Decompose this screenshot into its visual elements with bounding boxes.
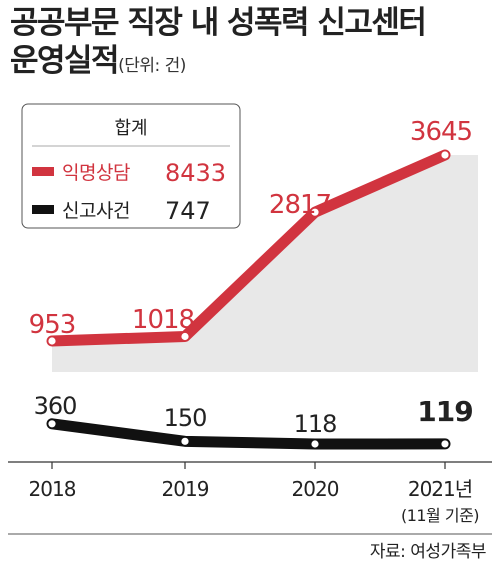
x-tick-label-0: 2018 xyxy=(29,477,76,501)
data-point-anonymous-0 xyxy=(48,337,56,345)
data-label-report-2: 118 xyxy=(294,410,337,438)
x-axis: 2018 2019 2020 2021년 xyxy=(8,461,492,535)
series-line-report xyxy=(46,418,451,450)
data-point-anonymous-1 xyxy=(181,332,189,341)
unit-note: (단위: 건) xyxy=(118,56,186,76)
data-point-report-1 xyxy=(181,437,189,445)
x-tick-label-1: 2019 xyxy=(162,477,209,501)
data-point-report-3 xyxy=(441,440,449,448)
legend-box xyxy=(21,103,241,229)
series-line-anonymous xyxy=(46,149,451,347)
series-points xyxy=(48,151,449,448)
data-point-report-2 xyxy=(311,440,319,448)
source-note: 자료: 여성가족부 xyxy=(369,542,487,562)
legend-label-anonymous: 익명상담 xyxy=(62,162,130,184)
legend: 합계 익명상담 8433 신고사건 747 xyxy=(21,103,241,229)
data-label-report-0: 360 xyxy=(34,392,77,420)
legend-total-report: 747 xyxy=(165,197,211,225)
legend-label-report: 신고사건 xyxy=(62,200,130,222)
data-point-report-0 xyxy=(48,420,56,428)
data-label-anonymous-3: 3645 xyxy=(410,117,472,147)
data-point-anonymous-3 xyxy=(441,151,449,159)
series-lines xyxy=(46,149,451,450)
legend-title: 합계 xyxy=(114,118,147,139)
data-labels: 953 1018 2817 3645 360 150 118 119 xyxy=(29,117,474,438)
title-line-1: 공공부문 직장 내 성폭력 신고센터 xyxy=(10,5,427,41)
data-label-report-1: 150 xyxy=(164,404,207,432)
x-axis-note: (11월 기준) xyxy=(401,506,479,525)
legend-swatch-anonymous xyxy=(32,167,54,176)
data-label-anonymous-2: 2817 xyxy=(269,190,331,220)
data-label-anonymous-0: 953 xyxy=(29,310,76,340)
x-tick-label-3: 2021년 xyxy=(408,477,472,501)
data-label-anonymous-1: 1018 xyxy=(132,305,194,335)
legend-total-anonymous: 8433 xyxy=(165,159,226,187)
legend-swatch-report xyxy=(32,205,54,214)
chart-title: 공공부문 직장 내 성폭력 신고센터 운영실적(단위: 건) xyxy=(10,4,495,85)
title-line-2-text: 운영실적 xyxy=(10,43,120,79)
x-tick-label-2: 2020 xyxy=(292,477,339,501)
title-line-2: 운영실적(단위: 건) xyxy=(10,42,495,85)
data-label-report-3: 119 xyxy=(417,395,472,428)
data-point-anonymous-2 xyxy=(311,208,319,216)
